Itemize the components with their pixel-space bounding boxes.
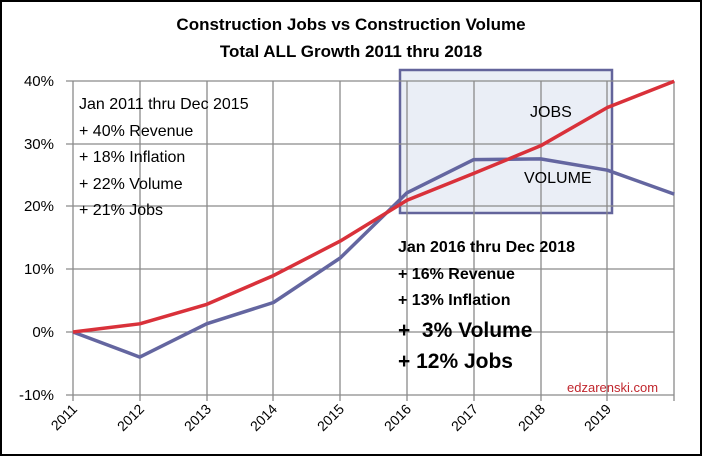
x-tick: 2012	[114, 401, 147, 434]
annotation-2011-2015: Jan 2011 thru Dec 2015 + 40% Revenue + 1…	[79, 92, 249, 225]
x-tick: 2016	[381, 401, 414, 434]
x-tick: 2014	[247, 401, 280, 434]
annotation-inflation: + 18% Inflation	[79, 149, 186, 166]
y-tick: 30%	[24, 136, 54, 153]
x-tick: 2019	[581, 401, 614, 434]
annotation-2016-2018: Jan 2016 thru Dec 2018 + 16% Revenue + 1…	[398, 235, 575, 377]
y-tick: 20%	[24, 198, 54, 215]
annotation-jobs: + 21% Jobs	[79, 202, 164, 219]
x-tick: 2017	[448, 401, 481, 434]
annotation-volume: + 22% Volume	[79, 175, 183, 193]
watermark: edzarenski.com	[567, 380, 659, 395]
x-tick: 2018	[515, 401, 548, 434]
x-axis-labels: 2011 2012 2013 2014 2015 2016 2017 2018 …	[48, 401, 615, 434]
horizontal-gridlines	[66, 80, 674, 396]
annotation-revenue: + 16% Revenue	[398, 265, 515, 283]
annotation-volume: + 3% Volume	[398, 318, 533, 342]
volume-series-line	[72, 157, 675, 359]
volume-series-label: VOLUME	[524, 170, 592, 187]
annotation-inflation: + 13% Inflation	[398, 292, 511, 309]
x-tick: 2015	[314, 401, 347, 434]
annotation-revenue: + 40% Revenue	[79, 122, 194, 140]
x-tick: 2011	[48, 401, 81, 434]
y-tick: 40%	[24, 73, 54, 90]
jobs-series-line	[72, 79, 675, 334]
jobs-series-label: JOBS	[530, 104, 572, 121]
y-axis-labels: 40% 30% 20% 10% 0% -10%	[19, 73, 54, 404]
chart-title-line1: Construction Jobs vs Construction Volume	[176, 15, 526, 34]
annotation-heading: Jan 2016 thru Dec 2018	[398, 239, 575, 256]
chart-title-line2: Total ALL Growth 2011 thru 2018	[219, 42, 483, 61]
x-tick: 2013	[181, 401, 214, 434]
annotation-jobs: + 12% Jobs	[398, 349, 513, 373]
y-tick: 10%	[24, 261, 54, 278]
annotation-heading: Jan 2011 thru Dec 2015	[79, 96, 249, 113]
y-tick: 0%	[32, 324, 54, 341]
y-tick: -10%	[19, 387, 54, 404]
